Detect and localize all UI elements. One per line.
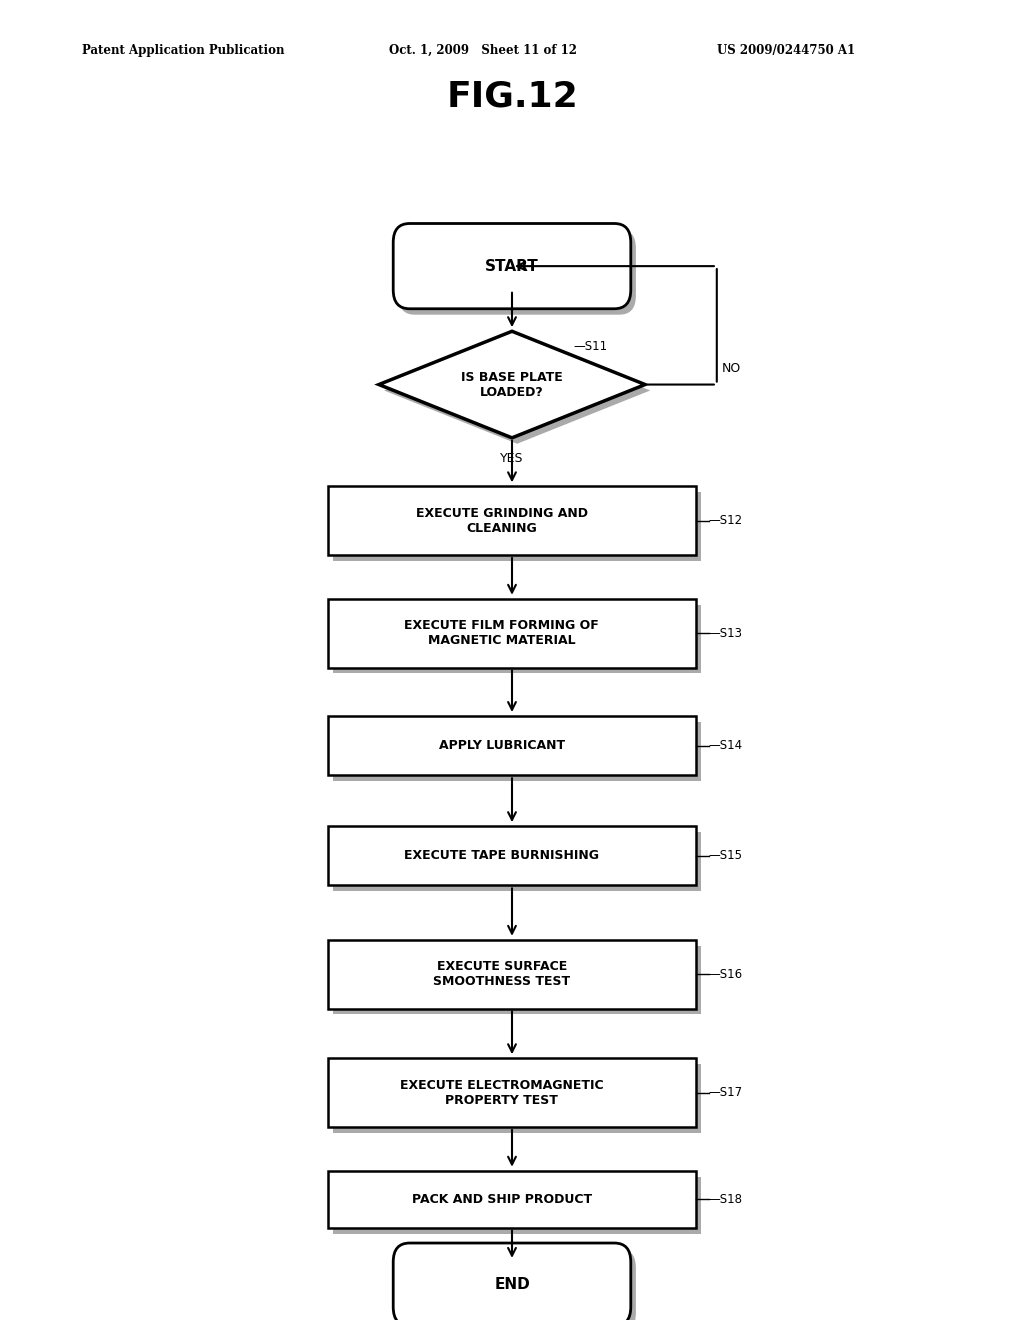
Text: Patent Application Publication: Patent Application Publication bbox=[82, 44, 285, 57]
Text: —S12: —S12 bbox=[709, 515, 742, 527]
Text: Oct. 1, 2009   Sheet 11 of 12: Oct. 1, 2009 Sheet 11 of 12 bbox=[389, 44, 578, 57]
FancyBboxPatch shape bbox=[328, 599, 696, 668]
FancyBboxPatch shape bbox=[328, 1171, 696, 1228]
Text: EXECUTE ELECTROMAGNETIC
PROPERTY TEST: EXECUTE ELECTROMAGNETIC PROPERTY TEST bbox=[400, 1078, 603, 1106]
Text: EXECUTE SURFACE
SMOOTHNESS TEST: EXECUTE SURFACE SMOOTHNESS TEST bbox=[433, 960, 570, 989]
FancyBboxPatch shape bbox=[333, 1064, 701, 1133]
Text: —S18: —S18 bbox=[709, 1193, 742, 1205]
FancyBboxPatch shape bbox=[328, 1059, 696, 1127]
Text: EXECUTE TAPE BURNISHING: EXECUTE TAPE BURNISHING bbox=[404, 849, 599, 862]
FancyBboxPatch shape bbox=[333, 946, 701, 1015]
FancyBboxPatch shape bbox=[328, 940, 696, 1008]
Text: —S13: —S13 bbox=[709, 627, 742, 640]
FancyBboxPatch shape bbox=[398, 1249, 636, 1320]
FancyBboxPatch shape bbox=[333, 492, 701, 561]
Text: IS BASE PLATE
LOADED?: IS BASE PLATE LOADED? bbox=[461, 371, 563, 399]
FancyBboxPatch shape bbox=[333, 832, 701, 891]
Text: EXECUTE FILM FORMING OF
MAGNETIC MATERIAL: EXECUTE FILM FORMING OF MAGNETIC MATERIA… bbox=[404, 619, 599, 647]
FancyBboxPatch shape bbox=[328, 826, 696, 886]
Text: —S16: —S16 bbox=[709, 968, 742, 981]
FancyBboxPatch shape bbox=[333, 722, 701, 781]
Text: YES: YES bbox=[501, 451, 523, 465]
Polygon shape bbox=[384, 337, 650, 444]
Text: END: END bbox=[495, 1276, 529, 1292]
Text: FIG.12: FIG.12 bbox=[446, 79, 578, 114]
Text: APPLY LUBRICANT: APPLY LUBRICANT bbox=[438, 739, 565, 752]
Polygon shape bbox=[379, 331, 645, 438]
Text: NO: NO bbox=[722, 362, 741, 375]
Text: —S17: —S17 bbox=[709, 1086, 742, 1100]
FancyBboxPatch shape bbox=[328, 486, 696, 556]
Text: EXECUTE GRINDING AND
CLEANING: EXECUTE GRINDING AND CLEANING bbox=[416, 507, 588, 535]
FancyBboxPatch shape bbox=[393, 223, 631, 309]
Text: —S15: —S15 bbox=[709, 849, 742, 862]
FancyBboxPatch shape bbox=[328, 717, 696, 775]
Text: US 2009/0244750 A1: US 2009/0244750 A1 bbox=[717, 44, 855, 57]
FancyBboxPatch shape bbox=[333, 605, 701, 673]
Text: —S11: —S11 bbox=[573, 339, 607, 352]
FancyBboxPatch shape bbox=[393, 1243, 631, 1320]
Text: PACK AND SHIP PRODUCT: PACK AND SHIP PRODUCT bbox=[412, 1193, 592, 1205]
FancyBboxPatch shape bbox=[333, 1176, 701, 1234]
Text: —S14: —S14 bbox=[709, 739, 742, 752]
FancyBboxPatch shape bbox=[398, 230, 636, 314]
Text: START: START bbox=[485, 259, 539, 273]
